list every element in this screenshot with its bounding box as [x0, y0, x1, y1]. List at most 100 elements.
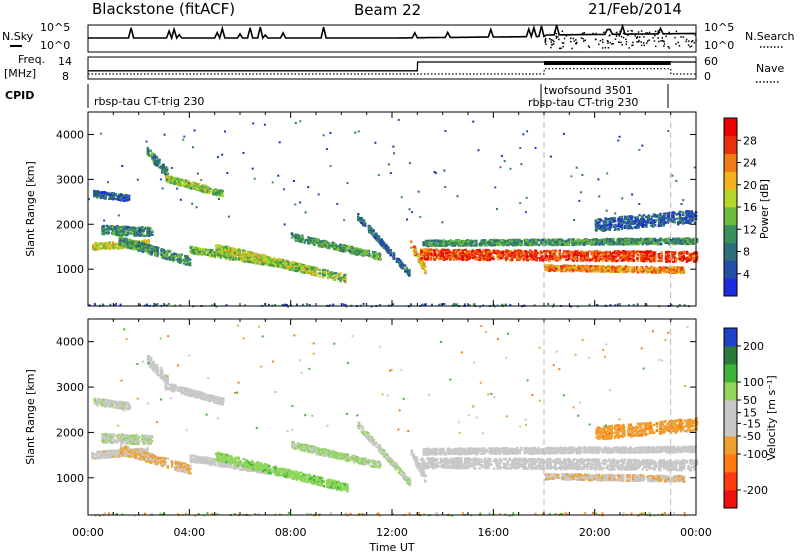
heatmap-cell [221, 248, 223, 250]
freq-ytick-bottom: 8 [62, 70, 69, 83]
heatmap-cell [273, 257, 275, 259]
heatmap-cell [335, 272, 337, 274]
heatmap-cell [115, 234, 117, 236]
heatmap-cell [166, 169, 168, 171]
heatmap-cell [433, 254, 435, 256]
heatmap-cell [331, 273, 333, 275]
heatmap-cell [374, 237, 376, 239]
heatmap-cell [179, 258, 181, 260]
heatmap-cell [413, 249, 415, 251]
noise-search-point [641, 30, 643, 32]
noise-search-point [564, 34, 566, 36]
heatmap-cell [526, 259, 528, 261]
heatmap-cell [529, 258, 531, 260]
noise-search-point [691, 45, 693, 47]
heatmap-cell [312, 237, 314, 239]
heatmap-cell [270, 262, 272, 264]
heatmap-cell [349, 247, 351, 249]
heatmap-cell [615, 260, 617, 262]
plot-title: Blackstone (fitACF) [92, 0, 235, 18]
noise-search-point [674, 37, 676, 39]
noise-search-point [679, 45, 681, 47]
heatmap-cell [163, 257, 165, 259]
heatmap-cell [514, 254, 516, 256]
heatmap-cell [136, 234, 138, 236]
noise-search-point [652, 37, 654, 39]
noise-ytick-left-bottom: 10^0 [40, 39, 70, 52]
heatmap-cell [297, 236, 299, 238]
heatmap-cell [509, 250, 511, 252]
noise-search-point [618, 42, 620, 44]
heatmap-cell [424, 249, 426, 251]
heatmap-cell [111, 192, 113, 194]
heatmap-cell [151, 230, 153, 232]
heatmap-cell [289, 265, 291, 267]
heatmap-cell [472, 257, 474, 259]
heatmap-cell [261, 254, 263, 256]
heatmap-cell [665, 261, 667, 263]
noise-search-point [636, 41, 638, 43]
heatmap-cell [357, 219, 359, 221]
heatmap-cell [183, 179, 185, 181]
heatmap-cell [109, 194, 111, 196]
heatmap-cell [319, 269, 321, 271]
heatmap-cell [307, 236, 309, 238]
heatmap-cell [291, 267, 293, 269]
noise-search-point [550, 39, 552, 41]
heatmap-cell [112, 243, 114, 245]
heatmap-cell [220, 190, 222, 192]
heatmap-cell [115, 231, 117, 233]
noise-sky-trace [88, 25, 696, 38]
noise-search-point [636, 37, 638, 39]
heatmap-cell [127, 232, 129, 234]
heatmap-cell [103, 229, 105, 231]
heatmap-cell [310, 237, 312, 239]
noise-search-point [657, 31, 659, 33]
noise-search-point [649, 32, 651, 34]
heatmap-cell [270, 259, 272, 261]
heatmap-cell [94, 244, 96, 246]
heatmap-cell [224, 256, 226, 258]
noise-search-point [595, 33, 597, 35]
heatmap-cell [356, 247, 358, 249]
heatmap-cell [420, 264, 422, 266]
heatmap-cell [562, 253, 564, 255]
noise-search-point [592, 33, 594, 35]
noise-search-point [610, 42, 612, 44]
heatmap-cell [637, 252, 639, 254]
heatmap-cell [102, 242, 104, 244]
heatmap-cell [400, 264, 402, 266]
heatmap-cell [295, 263, 297, 265]
noise-search-point [683, 37, 685, 39]
heatmap-cell [390, 249, 392, 251]
heatmap-cell [198, 252, 200, 254]
noise-search-point [686, 41, 688, 43]
heatmap-cell [366, 250, 368, 252]
heatmap-cell [102, 195, 104, 197]
heatmap-cell [153, 249, 155, 251]
heatmap-cell [366, 253, 368, 255]
heatmap-cell [291, 237, 293, 239]
heatmap-cell [188, 180, 190, 182]
heatmap-cell [108, 228, 110, 230]
heatmap-cell [212, 193, 214, 195]
heatmap-cell [212, 190, 214, 192]
heatmap-cell [174, 183, 176, 185]
noise-search-point [631, 33, 633, 35]
heatmap-cell [679, 255, 681, 257]
heatmap-cell [154, 159, 156, 161]
heatmap-cell [241, 260, 243, 262]
heatmap-cell [328, 246, 330, 248]
cpid-panel: CPID rbsp-tau CT-trig 230 twofsound 3501… [5, 84, 668, 109]
heatmap-cell [637, 259, 639, 261]
heatmap-cell [112, 198, 114, 200]
heatmap-cell [329, 276, 331, 278]
heatmap-cell [300, 239, 302, 241]
heatmap-cell [125, 199, 127, 201]
heatmap-cell [526, 256, 528, 258]
heatmap-cell [251, 259, 253, 261]
heatmap-cell [381, 240, 383, 242]
noise-search-point [643, 42, 645, 44]
heatmap-cell [234, 252, 236, 254]
heatmap-cell [319, 244, 321, 246]
